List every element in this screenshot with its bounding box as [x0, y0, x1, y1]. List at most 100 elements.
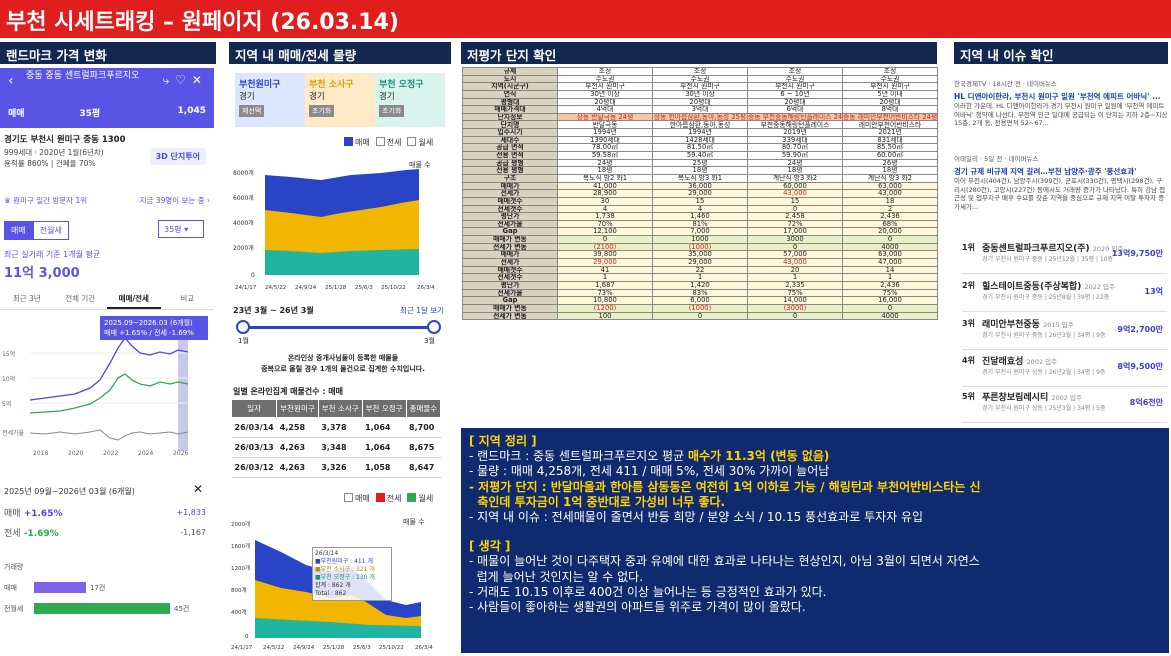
viewers-now[interactable]: 지금 39명이 보는 중 ›: [139, 196, 210, 205]
table-cell: 73%: [557, 288, 653, 298]
table-cell: 3억대: [652, 105, 748, 114]
table-cell: 43,000: [747, 258, 843, 267]
news-item[interactable]: 한국경제TV · 18시간 전 · 네이버뉴스 HL 디앤아이한라, 부천시 원…: [954, 80, 1168, 128]
row-label: 매매가: [462, 250, 558, 259]
monthly-checkbox[interactable]: [407, 137, 417, 146]
table-cell: 계단식 방3 화2: [842, 173, 938, 183]
close-icon[interactable]: ✕: [193, 482, 204, 496]
table-cell: 1994년: [652, 128, 748, 137]
apt-rank-item[interactable]: 5위 푸른창보림레시티 2002 입주 경기 부천시 원미구 상동 | 25년3월 …: [962, 387, 1167, 423]
slider-handle-end[interactable]: [427, 320, 441, 334]
table-header: 일자 부천원미구 부천 소사구 부천 오정구 총매물수: [230, 399, 442, 418]
region-box-sosa[interactable]: 부천 소사구 경기 초기화: [305, 73, 375, 127]
row-label: 입주시기: [462, 128, 558, 137]
news-body: 이러한 가운데, HL 디앤아이한라가 경기 부천시 원미구 일원에 '부천역 …: [954, 102, 1168, 127]
y1-2000: 2000개: [233, 244, 254, 252]
table-cell: 상동 한아름삼환,동아,동성 25평: [652, 112, 748, 122]
table-cell: 15: [652, 196, 748, 206]
row-label: 매매가격대: [462, 105, 558, 114]
segment-rent[interactable]: 전월세: [32, 221, 69, 240]
apt-rank-item[interactable]: 4위 진달래효성 2002 입주 경기 부천시 원미구 상동 | 26년2월 | 3…: [962, 351, 1167, 387]
region-box-ojeong[interactable]: 부천 오정구 경기 초기화: [375, 73, 445, 127]
table-row: 매매가 41,000 36,000 60,000 63,000: [462, 181, 938, 191]
tour-3d-button[interactable]: 3D 단지투어: [149, 148, 206, 165]
sale-change-amt: +1,833: [176, 508, 206, 517]
table-cell: 조정: [557, 67, 653, 76]
tab-all[interactable]: 전체 기간: [65, 294, 96, 303]
date-slider-track[interactable]: [242, 326, 434, 329]
x-label-2020: 2020: [68, 450, 83, 457]
summary-issues: - 지역 내 이슈 : 전세매물이 줄면서 반등 희망 / 분양 소식 / 10…: [469, 510, 924, 525]
y2-2000: 2000개: [231, 520, 250, 528]
row-label: 전세가율: [462, 219, 558, 229]
table-row: 매매가격대 4억대 3억대 6억대 8억대: [462, 105, 938, 114]
tab-3y[interactable]: 최근 3년: [12, 294, 41, 303]
region-box-wonmi[interactable]: 부천원미구 경기 재선택: [235, 73, 305, 127]
table-row: 평단가 1,738 1,460 2,458 2,436: [462, 212, 938, 221]
table-cell: 1: [747, 273, 843, 282]
daily-table-title: 일별 온라인집계 매물건수 : 매매: [233, 387, 344, 396]
price-search[interactable]: 1,045: [177, 106, 206, 116]
table-row: 매매갯수 41 22 20 14: [462, 265, 938, 275]
table-cell: 6 ~ 10년: [747, 89, 843, 99]
sale-checkbox[interactable]: [344, 137, 353, 146]
table-row: 평형대 20평대 20평대 20평대 20평대: [462, 97, 938, 107]
table-cell: 7,000: [652, 227, 748, 237]
table-cell: 18평: [842, 166, 938, 175]
rent-checkbox[interactable]: [375, 137, 385, 146]
slider-handle-start[interactable]: [236, 320, 250, 334]
apt-rank-item[interactable]: 3위 래미안부천중동 2015 입주 경기 부천시 원미구 중동 | 26년3월 |…: [962, 314, 1167, 350]
table-row: 입주시기 1994년 1994년 2019년 2021년: [462, 128, 938, 137]
row-label: 전세가: [462, 189, 558, 198]
section-header-landmark: 랜드마크 가격 변화: [0, 42, 216, 64]
table-cell: 43,000: [842, 189, 938, 198]
row-label: 연식: [462, 89, 558, 99]
row-label: 전세갯수: [462, 273, 558, 282]
table-cell: 59.40㎡: [652, 151, 748, 160]
table-cell: 0: [747, 204, 843, 214]
apt-rank-item[interactable]: 2위 힐스테이트중동(주상복합) 2022 입주 경기 부천시 원미구 중동 | 2…: [962, 276, 1167, 312]
share-bell-close-icons[interactable]: ⤷♡✕: [162, 73, 208, 87]
apt-rank-item[interactable]: 1위 중동센트럴파크푸르지오(주) 2020 입주 경기 부천시 원미구 중동 | …: [962, 238, 1167, 274]
recent-month-link[interactable]: 최근 1달 보기: [400, 306, 445, 315]
table-cell: 2,436: [842, 212, 938, 221]
table-cell: (2100): [557, 242, 653, 252]
reset-button-ojeong: 초기화: [379, 105, 405, 117]
thought-2: - 거래도 10.15 이후로 400건 이상 늘어나는 등 긍정적인 효과가 …: [469, 584, 827, 599]
news-source: 한국경제TV · 18시간 전 · 네이버뉴스: [954, 80, 1057, 88]
row-label: 규제: [462, 67, 558, 76]
pyeong-select[interactable]: 35평 ▾: [158, 220, 204, 238]
table-cell: 81.50㎡: [652, 143, 748, 153]
table-cell: 80.70㎡: [747, 143, 843, 153]
table-cell: 1994년: [557, 128, 653, 137]
table-cell: 20,000: [842, 227, 938, 237]
table-cell: (1000): [652, 303, 748, 313]
table-cell: 1,420: [652, 280, 748, 290]
table-cell: 수도권: [747, 74, 843, 84]
table-cell: 0: [842, 303, 938, 313]
rent-checkbox-2[interactable]: [375, 493, 385, 502]
table-cell: 20평대: [842, 97, 938, 107]
x-label-2018: 2018: [33, 450, 48, 457]
table-row: 규제 조정 조정 조정 조정: [462, 67, 938, 76]
page-title: 부천 시세트래킹 – 원페이지 (26.03.14): [0, 0, 1171, 38]
news-item[interactable]: 이데일리 · 5일 전 · 네이버뉴스 경기 규제 비규제 지역 갈려…부천 남…: [954, 155, 1168, 211]
size-dropdown[interactable]: 35평: [79, 109, 101, 119]
table-cell: 8억대: [842, 105, 938, 114]
sale-checkbox-2[interactable]: [344, 493, 353, 502]
tab-sale-rent[interactable]: 매매/전세: [107, 290, 161, 309]
landmark-app-panel: ‹ 중동 중동 센트럴파크푸르지오 ⤷♡✕ 매매 35평 1,045 경기도 부…: [0, 68, 214, 656]
tab-compare[interactable]: 비교: [180, 294, 195, 303]
table-cell: 수도권: [652, 74, 748, 84]
table-cell: 2019년: [747, 128, 843, 137]
segment-sale[interactable]: 매매: [4, 221, 33, 240]
table-cell: 2,335: [747, 280, 843, 290]
chart2-legend: 매매 전세 월세: [338, 493, 433, 504]
table-row: 매매가 변동 0 1000 3000 0: [462, 235, 938, 244]
table-cell: 4000: [842, 242, 938, 252]
trade-type-dropdown[interactable]: 매매: [8, 109, 25, 119]
news-body: 이어 부천시(404건), 남양주시(399건), 군포시(330건), 평택시…: [954, 177, 1166, 211]
monthly-checkbox-2[interactable]: [407, 493, 417, 502]
row-label: 평단가: [462, 280, 558, 290]
back-icon[interactable]: ‹: [8, 73, 14, 89]
